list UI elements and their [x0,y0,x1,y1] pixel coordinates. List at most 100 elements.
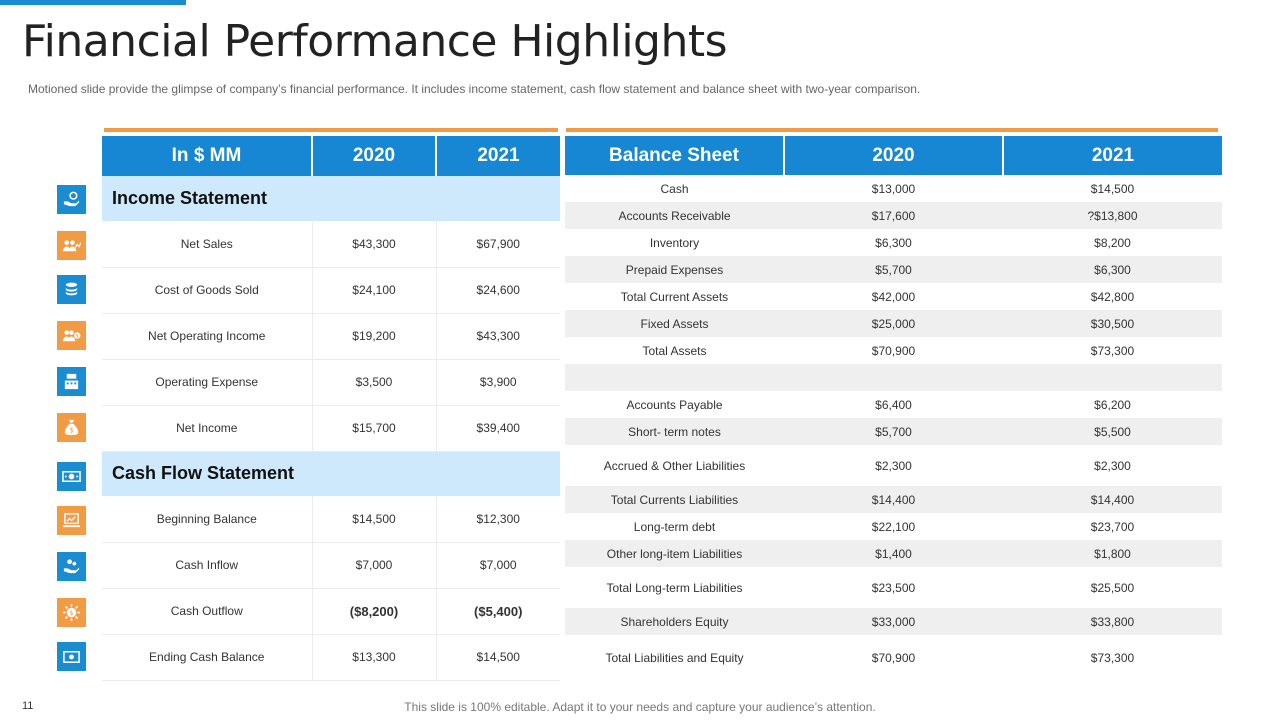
gear-dollar-icon: $ [57,598,86,627]
cell-2021: $14,400 [1003,486,1222,513]
header-year-2021: 2021 [436,136,560,176]
row-label: Prepaid Expenses [565,256,784,283]
row-label: Cash [660,181,689,196]
laptop-chart-icon [57,506,86,535]
left-table-accent-bar [104,128,558,132]
row-label: Net Income [102,405,313,452]
table-row: Cash $13,000 $14,500 [565,175,1222,202]
hand-coin-icon [57,185,86,214]
cell-2020: $42,000 [871,289,916,304]
table-row: Fixed Assets $25,000 $30,500 [565,310,1222,337]
row-label: Accrued & Other Liabilities [603,458,746,473]
cell-2020: $13,300 [312,634,437,681]
left-table-header-row: In $ MM 2020 2021 [102,136,560,176]
row-label: Long-term debt [633,519,716,534]
cell-2020: $5,700 [784,418,1003,445]
slide-title: Financial Performance Highlights [22,16,728,67]
svg-text:$: $ [76,334,79,340]
cell-2020: $22,100 [871,519,916,534]
table-row: Cash Outflow ($8,200) ($5,400) [102,588,560,635]
cell-2020: $15,700 [312,405,437,452]
table-row: Net Sales $43,300 $67,900 [102,221,560,268]
cell-2020: $17,600 [784,202,1003,229]
row-label: Cash Inflow [102,542,313,589]
header-balance-sheet: Balance Sheet [565,136,785,175]
header-unit: In $ MM [102,136,313,176]
row-label: Inventory [649,235,700,250]
cell-2020: ($8,200) [312,588,437,635]
cell-2020: $24,100 [312,267,437,314]
row-label: Total Assets [642,343,707,358]
cell-2021: $6,200 [1094,397,1131,412]
cell-2021: $73,300 [1090,343,1135,358]
footer-note: This slide is 100% editable. Adapt it to… [0,700,1280,714]
cell-2021: $7,000 [436,542,560,589]
section-income-statement: Income Statement [102,176,560,221]
money-bag-icon: $ [57,413,86,442]
row-label: Ending Cash Balance [102,634,313,681]
right-table-accent-bar [566,128,1218,132]
table-row: Prepaid Expenses $5,700 $6,300 [565,256,1222,283]
cell-2020: $25,000 [784,310,1003,337]
cell-2020: $70,900 [871,651,916,665]
cell-2021: $67,900 [436,221,560,268]
cell-2020: $14,400 [784,486,1003,513]
table-row: Operating Expense $3,500 $3,900 [102,359,560,406]
cell-2020: $19,200 [312,313,437,360]
row-label: Total Currents Liabilities [565,486,784,513]
cell-2021: $73,300 [1090,651,1135,665]
cell-2021: $24,600 [436,267,560,314]
table-row: Inventory $6,300 $8,200 [565,229,1222,256]
row-label: Beginning Balance [102,496,313,543]
table-row: Beginning Balance $14,500 $12,300 [102,496,560,543]
people-dollar-icon: $ [57,321,86,350]
table-row: Total Long-term Liabilities $23,500 $25,… [565,567,1222,608]
cell-2021 [1003,364,1222,391]
section-cash-flow-statement: Cash Flow Statement [102,451,560,496]
cell-2021: $23,700 [1090,519,1135,534]
cell-2020: $7,000 [312,542,437,589]
cell-2020 [784,364,1003,391]
cell-2020: $1,400 [784,540,1003,567]
cell-2021: $8,200 [1094,235,1131,250]
top-accent-bar [0,0,186,5]
right-table-header-row: Balance Sheet 2020 2021 [565,136,1222,175]
table-row: Accounts Receivable $17,600 ?$13,800 [565,202,1222,229]
cell-2020: $6,300 [875,235,912,250]
header-year-2020: 2020 [312,136,437,176]
row-label: Operating Expense [102,359,313,406]
cell-2020: $14,500 [312,496,437,543]
cell-2020: $23,500 [871,580,916,595]
cell-2020: $2,300 [875,458,912,473]
table-row: Ending Cash Balance $13,300 $14,500 [102,634,560,681]
cell-2021: $25,500 [1090,580,1135,595]
row-label: Shareholders Equity [565,608,784,635]
table-row: Long-term debt $22,100 $23,700 [565,513,1222,540]
section-title: Cash Flow Statement [102,451,560,496]
footer-text: This slide is 100% editable. Adapt it to… [404,700,876,714]
table-row: Total Currents Liabilities $14,400 $14,4… [565,486,1222,513]
svg-text:$: $ [69,426,73,434]
row-label: Other long-item Liabilities [565,540,784,567]
table-row-empty [565,364,1222,391]
row-label: Total Long-term Liabilities [606,580,743,595]
cell-2020: $6,400 [875,397,912,412]
slide-subtitle: Motioned slide provide the glimpse of co… [28,82,921,96]
svg-text:$: $ [70,610,74,617]
section-title: Income Statement [102,176,560,221]
cell-2021: $5,500 [1003,418,1222,445]
coin-stack-icon [57,275,86,304]
table-row: Cost of Goods Sold $24,100 $24,600 [102,267,560,314]
cell-2021: $2,300 [1094,458,1131,473]
table-row: Other long-item Liabilities $1,400 $1,80… [565,540,1222,567]
table-row: Shareholders Equity $33,000 $33,800 [565,608,1222,635]
cell-2021: $14,500 [436,634,560,681]
table-row: Total Liabilities and Equity $70,900 $73… [565,635,1222,681]
row-label: Accounts Payable [626,397,723,412]
people-chart-icon [57,231,86,260]
income-cashflow-table: In $ MM 2020 2021 Income Statement Net S… [102,136,560,681]
table-row: Total Assets $70,900 $73,300 [565,337,1222,364]
cell-2020: $33,000 [784,608,1003,635]
table-row: Total Current Assets $42,000 $42,800 [565,283,1222,310]
cell-2020: $3,500 [312,359,437,406]
